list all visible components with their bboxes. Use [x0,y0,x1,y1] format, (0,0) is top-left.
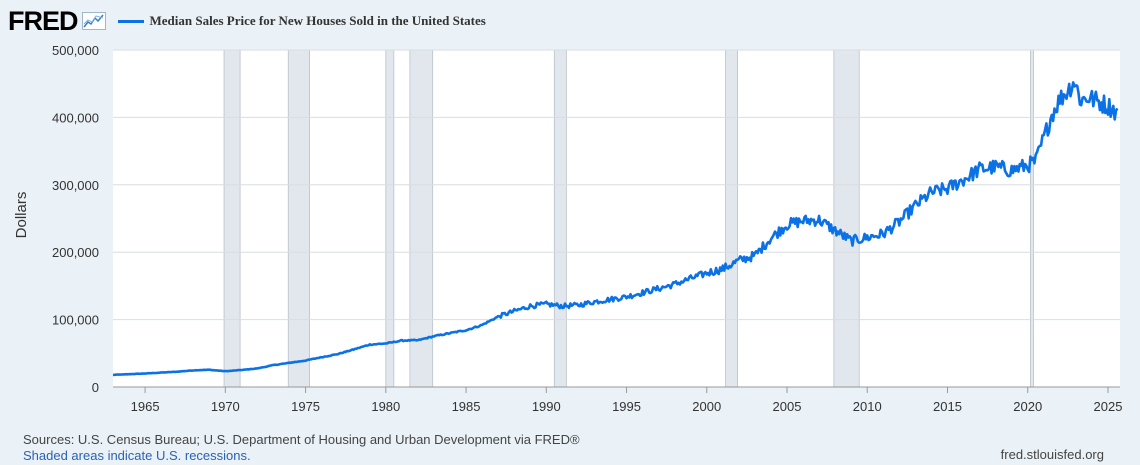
chart-header: FRED Median Sales Price for New Houses S… [8,6,486,36]
x-tick-label: 1965 [131,399,160,414]
y-tick-label: 0 [92,380,99,395]
x-tick-label: 2000 [692,399,721,414]
legend-series-title: Median Sales Price for New Houses Sold i… [149,13,486,28]
series-line [112,81,1119,377]
y-tick-label: 300,000 [52,178,99,193]
plot-area [113,50,1120,387]
x-tick-label: 1975 [291,399,320,414]
recession-band [1030,49,1034,388]
recession-band [385,49,395,388]
x-tick-label: 2015 [933,399,962,414]
footer-sources: Sources: U.S. Census Bureau; U.S. Depart… [23,432,580,447]
chart-svg: 0 100,000 200,000 300,000 400,000 500,000 196… [52,43,1123,414]
recession-band [833,49,860,388]
x-tick-label: 1995 [612,399,641,414]
y-tick-label: 200,000 [52,245,99,260]
fred-logo[interactable]: FRED [8,6,78,36]
y-tick-label: 500,000 [52,43,99,58]
footer-recession-note[interactable]: Shaded areas indicate U.S. recessions. [23,448,251,463]
x-ticks: 1965 1970 1975 1980 1985 1990 1995 2000 2005 2010… [131,387,1123,414]
recession-band [553,49,567,388]
x-tick-label: 2005 [773,399,802,414]
recession-band [725,49,738,388]
x-tick-label: 1990 [532,399,561,414]
recession-band [287,49,310,388]
y-tick-label: 100,000 [52,313,99,328]
trend-line-icon [81,12,106,30]
x-tick-label: 2025 [1094,399,1123,414]
legend-swatch [117,19,144,23]
y-ticks: 0 100,000 200,000 300,000 400,000 500,000 [52,43,99,395]
x-tick-label: 2010 [853,399,882,414]
y-tick-label: 400,000 [52,110,99,125]
footer-site-link[interactable]: fred.stlouisfed.org [1000,447,1104,462]
x-tick-label: 2020 [1013,399,1042,414]
recession-band [223,49,241,388]
x-tick-label: 1980 [371,399,400,414]
x-tick-label: 1970 [211,399,240,414]
x-tick-label: 1985 [452,399,481,414]
